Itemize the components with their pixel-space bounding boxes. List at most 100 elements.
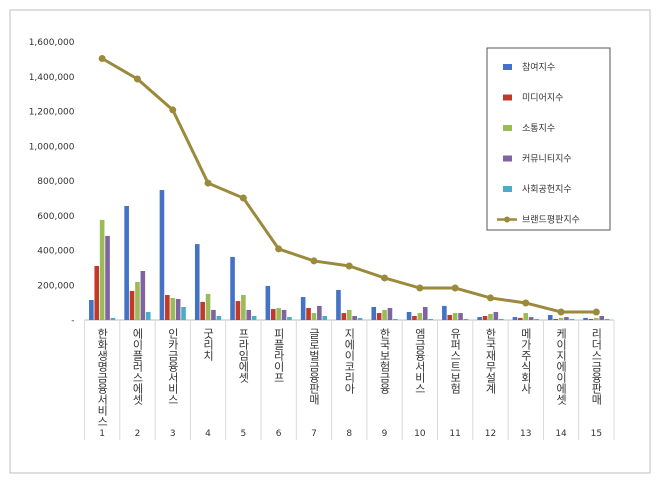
bar bbox=[447, 314, 453, 320]
legend-swatch bbox=[503, 94, 512, 101]
bar bbox=[594, 317, 599, 320]
bar bbox=[145, 312, 151, 320]
line-point bbox=[204, 179, 212, 187]
bar bbox=[346, 309, 352, 320]
legend-swatch bbox=[503, 155, 512, 162]
category-number: 14 bbox=[555, 429, 567, 439]
bar bbox=[235, 301, 241, 320]
bar bbox=[528, 317, 534, 320]
category-number: 9 bbox=[382, 429, 388, 439]
bar bbox=[300, 297, 306, 320]
legend-swatch bbox=[503, 64, 512, 70]
bar bbox=[99, 219, 105, 320]
bar bbox=[124, 206, 129, 320]
x-tick-label: 한국재무설계 bbox=[484, 328, 497, 395]
x-tick-label: 한국보험금융 bbox=[378, 328, 391, 394]
bar bbox=[216, 316, 222, 320]
bar bbox=[393, 318, 398, 320]
line-point bbox=[557, 308, 565, 316]
category-number: 7 bbox=[311, 429, 317, 439]
x-tick-label: 리더스금융판매 bbox=[590, 328, 603, 405]
category-number: 10 bbox=[414, 429, 426, 439]
x-tick-label: 한화생명금융서비스 bbox=[96, 328, 109, 427]
bar bbox=[428, 318, 433, 320]
bar bbox=[493, 312, 499, 320]
bar bbox=[412, 316, 417, 320]
bar bbox=[165, 294, 170, 320]
bar bbox=[322, 316, 328, 320]
y-tick-label: 1,200,000 bbox=[29, 108, 75, 118]
bar bbox=[105, 235, 110, 320]
bar bbox=[488, 313, 493, 320]
legend-label: 참여지수 bbox=[522, 61, 555, 73]
bar bbox=[211, 309, 216, 320]
bar bbox=[287, 317, 292, 320]
x-tick-label: 굿리치 bbox=[202, 328, 215, 361]
bar bbox=[129, 290, 135, 320]
bar bbox=[357, 317, 363, 320]
category-number: 13 bbox=[520, 429, 531, 439]
line-point bbox=[522, 299, 530, 307]
bar bbox=[251, 316, 257, 320]
bar bbox=[583, 317, 588, 320]
bar bbox=[336, 289, 341, 320]
y-tick-label: 800,000 bbox=[37, 177, 74, 187]
bar bbox=[135, 281, 140, 320]
bar bbox=[276, 308, 281, 320]
line-point bbox=[416, 284, 424, 292]
bar bbox=[558, 317, 564, 320]
bar bbox=[281, 309, 287, 320]
bar bbox=[547, 314, 553, 320]
line-point bbox=[98, 55, 106, 63]
bar bbox=[442, 305, 447, 320]
bar bbox=[477, 317, 482, 320]
bar bbox=[200, 301, 205, 320]
bar bbox=[382, 309, 387, 320]
y-tick-label: 400,000 bbox=[37, 247, 74, 257]
legend-label: 미디어지수 bbox=[522, 93, 563, 104]
bar bbox=[230, 256, 235, 320]
line-point bbox=[345, 262, 353, 270]
line-point bbox=[239, 194, 247, 202]
x-tick-label: 피플라이프 bbox=[272, 328, 285, 383]
bar bbox=[498, 318, 504, 320]
bar bbox=[265, 285, 271, 320]
bar bbox=[512, 317, 518, 320]
bar bbox=[523, 313, 529, 320]
category-number: 11 bbox=[449, 429, 460, 439]
bar bbox=[588, 318, 594, 320]
bar bbox=[376, 313, 382, 320]
line-point bbox=[451, 284, 459, 292]
category-number: 4 bbox=[205, 429, 211, 439]
bar bbox=[89, 300, 94, 320]
y-tick-label: 1,400,000 bbox=[29, 73, 75, 83]
y-tick-label: 1,600,000 bbox=[29, 38, 75, 48]
legend-box bbox=[486, 47, 611, 231]
line-point bbox=[169, 106, 177, 114]
x-tick-label: 프라임에셋 bbox=[237, 328, 250, 383]
category-number: 3 bbox=[170, 429, 176, 439]
category-number: 8 bbox=[346, 429, 352, 439]
line-point bbox=[275, 245, 283, 253]
x-tick-label: 메가주식회사 bbox=[519, 328, 532, 394]
bar bbox=[518, 317, 523, 320]
bar bbox=[417, 313, 423, 320]
bar bbox=[194, 244, 200, 320]
bar bbox=[604, 318, 610, 320]
bar bbox=[205, 293, 211, 320]
bar bbox=[371, 306, 377, 320]
bar bbox=[341, 313, 347, 320]
line-point bbox=[381, 274, 389, 282]
bar bbox=[564, 317, 569, 320]
bar bbox=[452, 313, 458, 320]
x-tick-label: 지에이코리아 bbox=[343, 328, 356, 395]
bar bbox=[170, 297, 176, 320]
bar bbox=[317, 305, 322, 320]
x-tick-label: 케이지에이에셋 bbox=[555, 328, 568, 405]
bar bbox=[387, 308, 393, 320]
y-tick-label: 200,000 bbox=[37, 281, 74, 291]
line-point bbox=[486, 294, 494, 302]
bar bbox=[482, 316, 488, 320]
y-tick-label: - bbox=[71, 316, 74, 326]
